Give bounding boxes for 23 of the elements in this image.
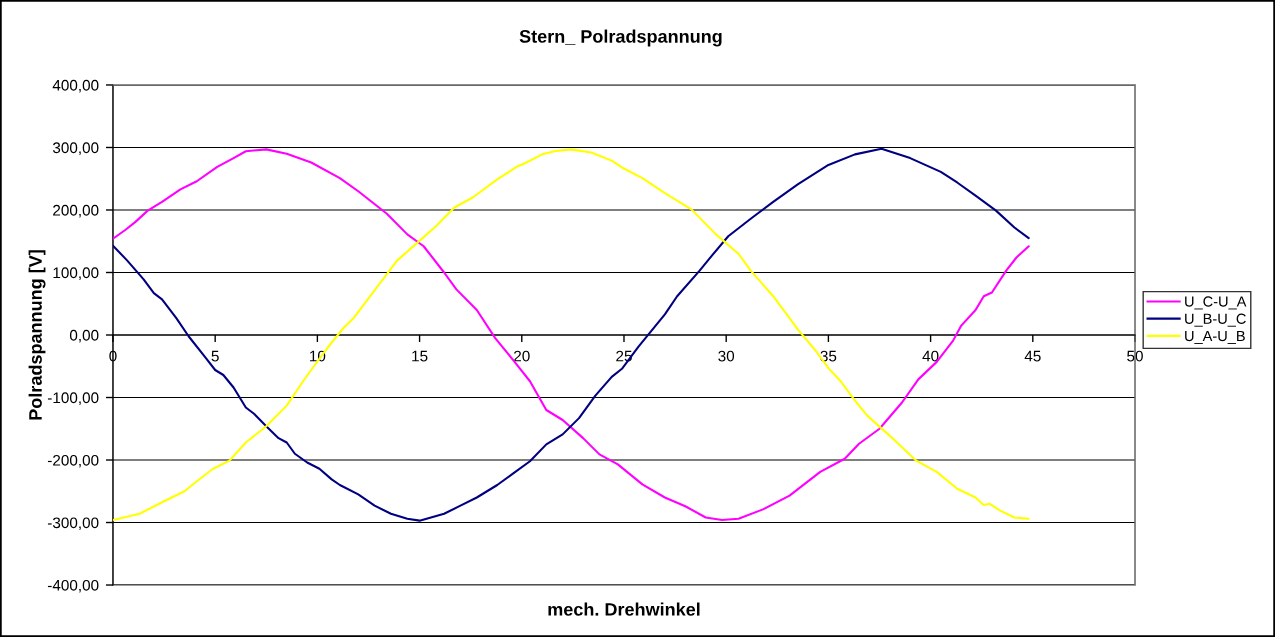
- legend-label: U_B-U_C: [1185, 313, 1246, 327]
- y-tick-label: 400,00: [52, 79, 99, 93]
- y-tick-label: -100,00: [47, 392, 99, 405]
- x-tick-label: 15: [412, 350, 428, 362]
- y-tick-label: 200,00: [53, 204, 99, 218]
- chart-title: Stern_ Polradspannung: [519, 29, 722, 47]
- x-tick-label: 5: [211, 350, 219, 362]
- y-tick-label: -400,00: [47, 579, 99, 593]
- y-tick-label: 100,00: [53, 267, 99, 280]
- legend-label: U_A-U_B: [1185, 330, 1245, 344]
- x-tick-label: 30: [718, 350, 735, 362]
- x-tick-label: 45: [1024, 350, 1041, 362]
- y-tick-label: 0,00: [69, 329, 99, 343]
- y-tick-label: 300,00: [52, 142, 99, 155]
- x-tick-label: 40: [922, 350, 939, 362]
- x-tick-label: 50: [1127, 350, 1143, 362]
- legend-label: U_C-U_A: [1185, 296, 1247, 310]
- x-tick-label: 20: [514, 350, 530, 362]
- x-axis-title: mech. Drehwinkel: [548, 602, 700, 616]
- x-tick-label: 35: [820, 350, 837, 362]
- y-axis-title: Polradspannung [V]: [28, 250, 46, 420]
- y-tick-label: -300,00: [47, 517, 99, 531]
- y-tick-label: -200,00: [47, 454, 99, 468]
